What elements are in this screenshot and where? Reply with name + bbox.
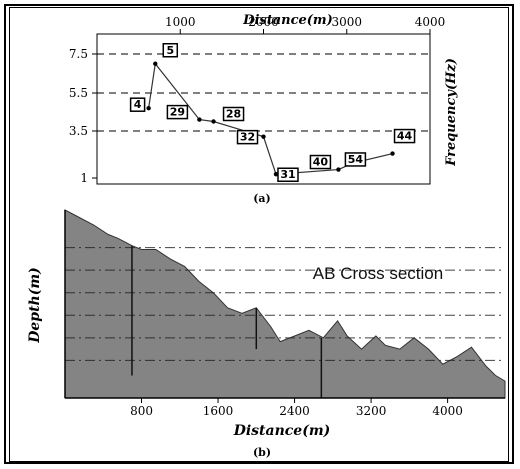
frequency-points: 4 5 29 28 32 31 40 54 44 — [129, 43, 416, 182]
frequency-point-label: 4 — [134, 98, 142, 111]
frequency-chart: 7.5 5.5 3.5 1 1000 2000 3000 4000 4 5 29 28 32 31 40… — [69, 13, 459, 205]
cross-section-x-axis-title: Distance(m) — [233, 423, 331, 439]
frequency-y-tick-label: 3.5 — [69, 124, 88, 138]
frequency-point-label: 32 — [240, 131, 255, 144]
frequency-point-label-box — [162, 43, 179, 58]
frequency-x-tick-label: 1000 — [165, 15, 196, 29]
frequency-point — [336, 167, 341, 172]
frequency-y-ticks: 7.5 5.5 3.5 1 — [69, 47, 97, 185]
frequency-point-label-group: 44 — [393, 128, 416, 144]
frequency-caption: (a) — [253, 192, 271, 205]
frequency-y-tick-label: 1 — [80, 171, 88, 185]
frequency-point-label-box — [277, 167, 299, 182]
cross-section-area — [64, 209, 506, 399]
frequency-point — [273, 172, 279, 177]
frequency-point-label-box — [393, 128, 416, 144]
frequency-point-label-box — [309, 154, 332, 170]
frequency-point-label-group: 29 — [166, 104, 189, 120]
frequency-point-label: 40 — [313, 156, 329, 169]
frequency-point-label: 44 — [397, 130, 413, 143]
frequency-point — [390, 151, 395, 156]
frequency-point-label-group: 40 — [309, 154, 332, 170]
cross-section-caption: (b) — [253, 446, 271, 459]
frequency-point-label-group: 54 — [344, 152, 367, 167]
frequency-gridlines — [97, 53, 430, 132]
frequency-point-label-box — [236, 129, 259, 145]
cross-section-chart: 800 1600 2400 3200 4000 AB Cross section Dis… — [27, 209, 506, 459]
cross-section-y-axis-title: Depth(m) — [27, 267, 43, 344]
frequency-point-label: 31 — [280, 168, 295, 181]
frequency-point — [197, 117, 202, 122]
frequency-point-label-box — [344, 152, 367, 167]
figure-inner-border — [9, 7, 509, 462]
cross-section-x-ticks: 800 1600 2400 3200 4000 — [130, 398, 463, 418]
cross-section-fill — [64, 209, 506, 399]
cross-section-x-tick-label: 4000 — [432, 404, 463, 418]
frequency-point-label-group: 28 — [222, 106, 245, 122]
frequency-y-tick-label: 7.5 — [69, 47, 88, 61]
cross-section-title: AB Cross section — [313, 264, 443, 283]
cross-section-x-tick-label: 1600 — [203, 404, 234, 418]
frequency-point — [261, 134, 266, 139]
cross-section-x-tick-label: 800 — [130, 404, 153, 418]
cross-section-x-tick-label: 3200 — [356, 404, 387, 418]
frequency-x-ticks: 1000 2000 3000 4000 — [165, 15, 445, 34]
frequency-point-label: 29 — [170, 106, 185, 119]
cross-section-verticals — [131, 245, 323, 398]
frequency-y-tick-label: 5.5 — [69, 86, 88, 100]
cross-section-x-tick-label: 2400 — [279, 404, 310, 418]
frequency-point-label-group: 5 — [162, 43, 179, 58]
frequency-point — [146, 106, 151, 111]
frequency-point-label-group: 4 — [129, 97, 146, 112]
frequency-point — [153, 61, 158, 66]
frequency-point-label-group: 31 — [277, 167, 299, 182]
frequency-point-label: 54 — [348, 153, 364, 166]
frequency-y-axis-title: Frequency(Hz) — [444, 58, 459, 167]
frequency-point-label-box — [222, 106, 245, 122]
frequency-point-label-box — [129, 97, 146, 112]
frequency-point — [211, 119, 216, 124]
frequency-point-label-group: 32 — [236, 129, 259, 145]
frequency-x-tick-label: 2000 — [248, 15, 279, 29]
frequency-x-tick-label: 4000 — [415, 15, 446, 29]
frequency-point-label: 28 — [226, 108, 241, 121]
frequency-x-tick-label: 3000 — [331, 15, 362, 29]
frequency-point-label-box — [166, 104, 189, 120]
frequency-x-axis-title: Distance(m) — [242, 13, 333, 28]
figure-frame — [4, 4, 514, 464]
frequency-plot-area — [96, 33, 431, 185]
cross-section-gridlines — [65, 247, 505, 361]
frequency-point-label: 5 — [166, 44, 174, 57]
